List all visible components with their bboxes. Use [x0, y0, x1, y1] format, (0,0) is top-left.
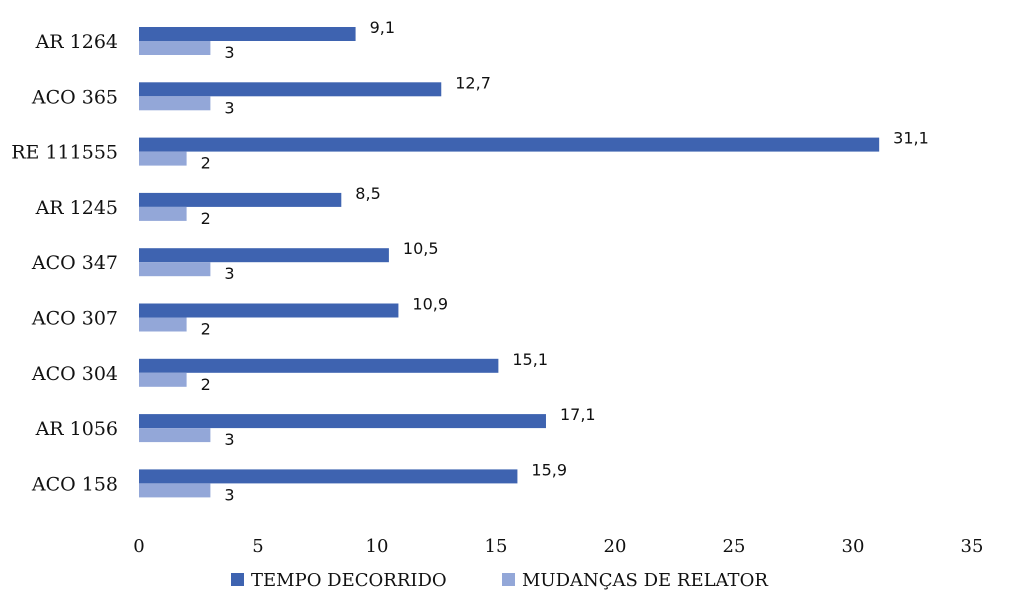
data-labels: 9,1 3 12,7 3 31,1 2 8,5 2 10,5 3 10,9 2 15,1 2 17,1 3 15… — [201, 18, 929, 504]
data-label: 10,5 — [403, 239, 439, 258]
category-labels: AR 1264 ACO 365 RE 111555 AR 1245 ACO 347 ACO… — [11, 31, 118, 495]
x-tick-label: 20 — [604, 536, 627, 557]
bar-mudancas-de-relator — [139, 428, 211, 443]
data-label: 10,9 — [412, 295, 448, 314]
legend-label: TEMPO DECORRIDO — [251, 570, 447, 591]
x-tick-label: 10 — [366, 536, 389, 557]
bar-tempo-decorrido — [139, 414, 546, 429]
data-label: 8,5 — [355, 184, 380, 203]
category-label: ACO 307 — [31, 308, 118, 330]
bar-tempo-decorrido — [139, 248, 389, 263]
bar-tempo-decorrido — [139, 27, 356, 41]
legend: TEMPO DECORRIDO MUDANÇAS DE RELATOR — [231, 570, 768, 591]
category-label: ACO 365 — [31, 86, 118, 108]
bar-mudancas-de-relator — [139, 372, 187, 387]
category-label: AR 1264 — [35, 31, 118, 53]
data-label: 2 — [201, 209, 211, 228]
x-tick-label: 0 — [133, 536, 144, 557]
data-label: 3 — [224, 264, 234, 283]
data-label: 15,9 — [531, 460, 567, 479]
x-tick-label: 35 — [961, 536, 984, 557]
x-axis-tick-labels: 0 5 10 15 20 25 30 35 — [133, 536, 983, 557]
data-label: 12,7 — [455, 73, 491, 92]
category-label: ACO 347 — [31, 252, 118, 274]
bar-mudancas-de-relator — [139, 41, 211, 55]
bar-tempo-decorrido — [139, 192, 342, 207]
data-label: 17,1 — [560, 405, 596, 424]
bars — [139, 27, 880, 498]
category-label: ACO 158 — [31, 473, 118, 495]
bar-mudancas-de-relator — [139, 262, 211, 277]
bar-tempo-decorrido — [139, 137, 880, 152]
bar-tempo-decorrido — [139, 469, 518, 484]
data-label: 9,1 — [370, 18, 395, 37]
data-label: 3 — [224, 430, 234, 449]
data-label: 3 — [224, 485, 234, 504]
bar-tempo-decorrido — [139, 303, 399, 318]
data-label: 31,1 — [893, 129, 929, 148]
bar-tempo-decorrido — [139, 358, 499, 373]
legend-swatch — [231, 573, 244, 586]
data-label: 2 — [201, 375, 211, 394]
x-tick-label: 15 — [485, 536, 508, 557]
x-tick-label: 25 — [723, 536, 746, 557]
bar-mudancas-de-relator — [139, 206, 187, 221]
legend-label: MUDANÇAS DE RELATOR — [522, 570, 768, 591]
category-label: AR 1056 — [35, 418, 118, 440]
data-label: 2 — [201, 154, 211, 173]
bar-mudancas-de-relator — [139, 96, 211, 111]
data-label: 15,1 — [512, 350, 548, 369]
x-tick-label: 5 — [252, 536, 263, 557]
data-label: 3 — [224, 43, 234, 62]
legend-swatch — [502, 573, 515, 586]
category-label: ACO 304 — [31, 363, 118, 385]
bar-mudancas-de-relator — [139, 483, 211, 498]
bar-mudancas-de-relator — [139, 151, 187, 166]
data-label: 2 — [201, 320, 211, 339]
category-label: RE 111555 — [11, 142, 118, 164]
category-label: AR 1245 — [35, 197, 118, 219]
bar-mudancas-de-relator — [139, 317, 187, 332]
bar-tempo-decorrido — [139, 82, 442, 97]
x-tick-label: 30 — [842, 536, 865, 557]
data-label: 3 — [224, 98, 234, 117]
